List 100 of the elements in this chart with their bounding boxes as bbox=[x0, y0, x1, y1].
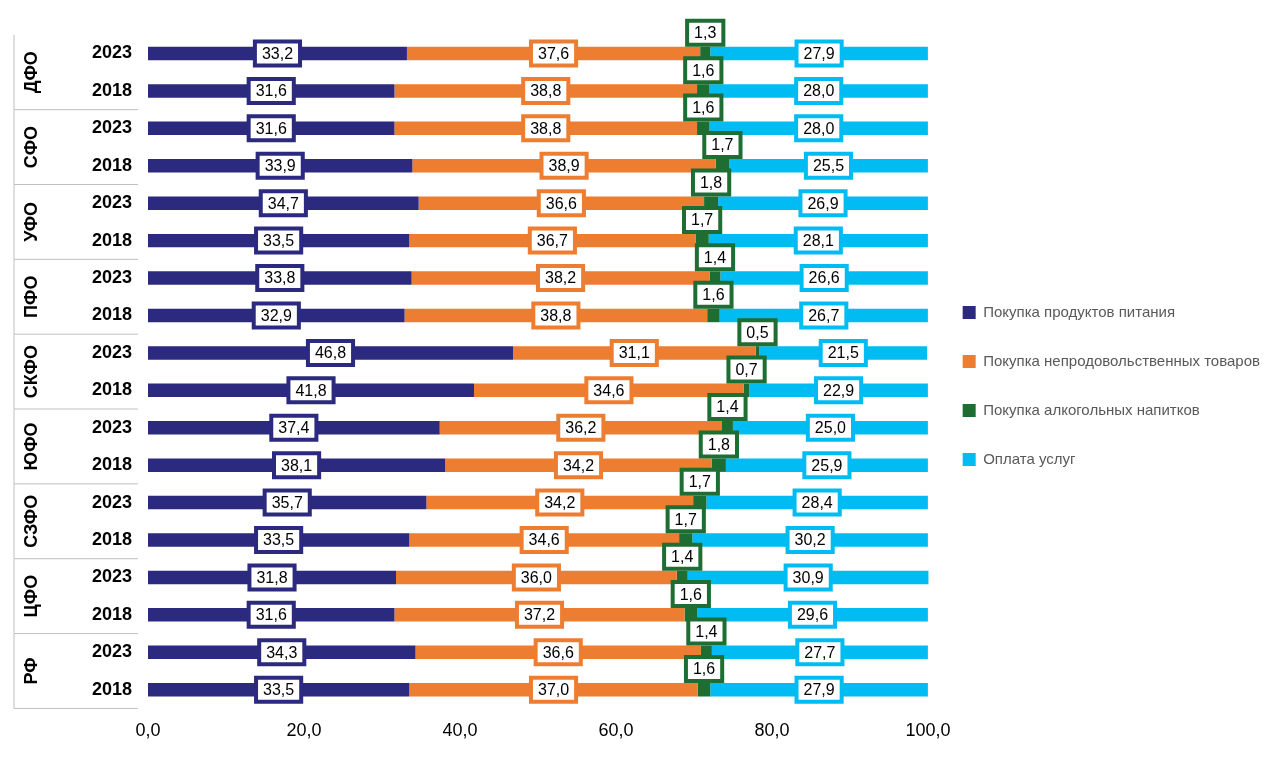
data-label: 26,7 bbox=[808, 306, 840, 324]
y-tick-label: 2018 bbox=[91, 454, 132, 475]
data-label: 1,6 bbox=[679, 585, 703, 603]
y-tick-label: 2023 bbox=[91, 566, 132, 587]
y-tick-label: 2023 bbox=[91, 641, 132, 662]
data-label: 37,2 bbox=[523, 606, 556, 624]
data-label: 37,0 bbox=[537, 681, 570, 699]
data-label: 31,1 bbox=[618, 344, 650, 362]
data-label: 27,9 bbox=[803, 681, 835, 699]
data-label: 25,9 bbox=[811, 456, 843, 474]
data-label: 1,7 bbox=[690, 211, 714, 229]
x-tick-label: 0,0 bbox=[135, 720, 161, 741]
text: СКФО bbox=[20, 345, 41, 399]
text: СФО bbox=[20, 125, 41, 169]
data-label: 1,3 bbox=[694, 24, 717, 42]
data-label: 29,6 bbox=[796, 606, 829, 624]
y-tick-label: 2023 bbox=[91, 491, 132, 512]
data-label: 1,7 bbox=[711, 136, 734, 154]
legend-label: Оплата услуг bbox=[983, 449, 1077, 467]
legend-label: Покупка непродовольственных товаров bbox=[983, 351, 1261, 369]
data-label: 37,6 bbox=[537, 44, 570, 62]
y-tick-label: 2018 bbox=[91, 603, 132, 624]
data-label: 38,8 bbox=[530, 82, 562, 100]
data-label: 1,8 bbox=[699, 173, 723, 191]
data-label: 41,8 bbox=[295, 381, 327, 399]
x-tick-label: 60,0 bbox=[598, 720, 634, 741]
data-label: 34,6 bbox=[593, 381, 625, 399]
data-label: 30,2 bbox=[794, 531, 826, 549]
data-label: 33,5 bbox=[263, 232, 295, 250]
data-label: 34,6 bbox=[528, 531, 560, 549]
data-label: 1,4 bbox=[703, 248, 727, 266]
legend-label: Покупка алкогольных напитков bbox=[983, 400, 1200, 418]
y-tick-label: 2023 bbox=[91, 192, 132, 213]
data-label: 25,0 bbox=[814, 419, 847, 437]
data-label: 38,8 bbox=[540, 306, 572, 324]
y-tick-label: 2018 bbox=[91, 79, 132, 100]
y-tick-label: 2018 bbox=[91, 379, 132, 400]
data-label: 36,2 bbox=[565, 419, 597, 437]
text: УФО bbox=[20, 201, 41, 242]
y-tick-label: 2018 bbox=[91, 528, 132, 549]
data-label: 34,2 bbox=[544, 493, 576, 511]
y-tick-label: 2018 bbox=[91, 154, 132, 175]
data-label: 38,9 bbox=[548, 157, 580, 175]
data-label: 25,5 bbox=[812, 157, 845, 175]
y-tick-label: 2023 bbox=[91, 267, 132, 288]
data-label: 22,9 bbox=[823, 381, 855, 399]
data-label: 1,4 bbox=[695, 622, 718, 640]
data-label: 1,6 bbox=[692, 99, 715, 117]
y-tick-label: 2023 bbox=[91, 341, 132, 362]
y-tick-label: 2023 bbox=[91, 117, 132, 138]
data-label: 27,9 bbox=[803, 44, 835, 62]
data-label: 34,7 bbox=[267, 194, 299, 212]
text: ПФО bbox=[20, 275, 41, 318]
data-label: 34,3 bbox=[266, 643, 298, 661]
data-label: 1,4 bbox=[671, 548, 694, 566]
data-label: 1,6 bbox=[692, 61, 715, 79]
y-tick-label: 2018 bbox=[91, 229, 132, 250]
data-label: 31,6 bbox=[255, 606, 287, 624]
data-label: 1,6 bbox=[702, 286, 725, 304]
data-label: 38,8 bbox=[530, 119, 562, 137]
text: СЗФО bbox=[20, 494, 41, 548]
data-label: 31,6 bbox=[255, 82, 287, 100]
data-label: 26,9 bbox=[807, 194, 839, 212]
data-label: 21,5 bbox=[827, 344, 859, 362]
data-label: 32,9 bbox=[260, 306, 292, 324]
y-tick-label: 2018 bbox=[91, 304, 132, 325]
x-tick-label: 20,0 bbox=[286, 720, 322, 741]
data-label: 1,6 bbox=[692, 660, 716, 678]
data-label: 37,4 bbox=[278, 419, 310, 437]
data-label: 27,7 bbox=[804, 643, 836, 661]
data-label: 33,2 bbox=[261, 44, 294, 62]
text: ДФО bbox=[20, 51, 41, 94]
x-tick-label: 40,0 bbox=[442, 720, 478, 741]
text: ЦФО bbox=[20, 574, 41, 618]
data-label: 38,1 bbox=[281, 456, 313, 474]
data-label: 38,2 bbox=[544, 269, 577, 287]
text: РФ bbox=[20, 657, 41, 685]
data-label: 31,6 bbox=[255, 119, 287, 137]
data-label: 36,7 bbox=[536, 232, 569, 250]
data-label: 46,8 bbox=[314, 344, 347, 362]
data-label: 33,9 bbox=[264, 157, 296, 175]
data-label: 1,4 bbox=[716, 398, 739, 416]
x-tick-label: 80,0 bbox=[754, 720, 790, 741]
data-label: 28,1 bbox=[802, 232, 834, 250]
y-tick-label: 2023 bbox=[91, 42, 132, 63]
y-tick-label: 2023 bbox=[91, 416, 132, 437]
data-label: 26,6 bbox=[808, 269, 840, 287]
data-label: 33,8 bbox=[264, 269, 296, 287]
data-label: 1,7 bbox=[674, 510, 697, 528]
data-label: 36,6 bbox=[542, 643, 574, 661]
data-label: 33,5 bbox=[263, 681, 295, 699]
data-label: 33,5 bbox=[263, 531, 295, 549]
data-label: 36,6 bbox=[545, 194, 578, 212]
data-label: 34,2 bbox=[562, 456, 595, 474]
data-label: 36,0 bbox=[520, 568, 553, 586]
data-label: 0,5 bbox=[746, 323, 769, 341]
data-label: 31,8 bbox=[256, 568, 288, 586]
data-label: 28,4 bbox=[801, 493, 833, 511]
legend-label: Покупка продуктов питания bbox=[983, 302, 1176, 320]
data-label: 1,7 bbox=[688, 473, 711, 491]
